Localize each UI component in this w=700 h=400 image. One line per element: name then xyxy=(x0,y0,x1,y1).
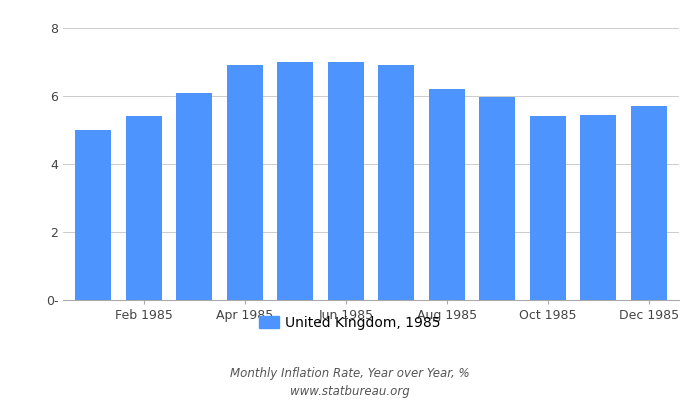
Bar xyxy=(529,116,566,300)
Legend: United Kingdom, 1985: United Kingdom, 1985 xyxy=(253,310,447,335)
Bar xyxy=(378,65,414,300)
Bar xyxy=(75,130,111,300)
Bar xyxy=(631,106,667,300)
Bar xyxy=(277,62,314,300)
Bar xyxy=(176,93,213,300)
Text: www.statbureau.org: www.statbureau.org xyxy=(290,386,410,398)
Bar xyxy=(227,65,263,300)
Bar xyxy=(428,89,465,300)
Text: Monthly Inflation Rate, Year over Year, %: Monthly Inflation Rate, Year over Year, … xyxy=(230,368,470,380)
Bar xyxy=(125,116,162,300)
Bar xyxy=(328,62,364,300)
Bar xyxy=(479,97,515,300)
Bar xyxy=(580,115,617,300)
